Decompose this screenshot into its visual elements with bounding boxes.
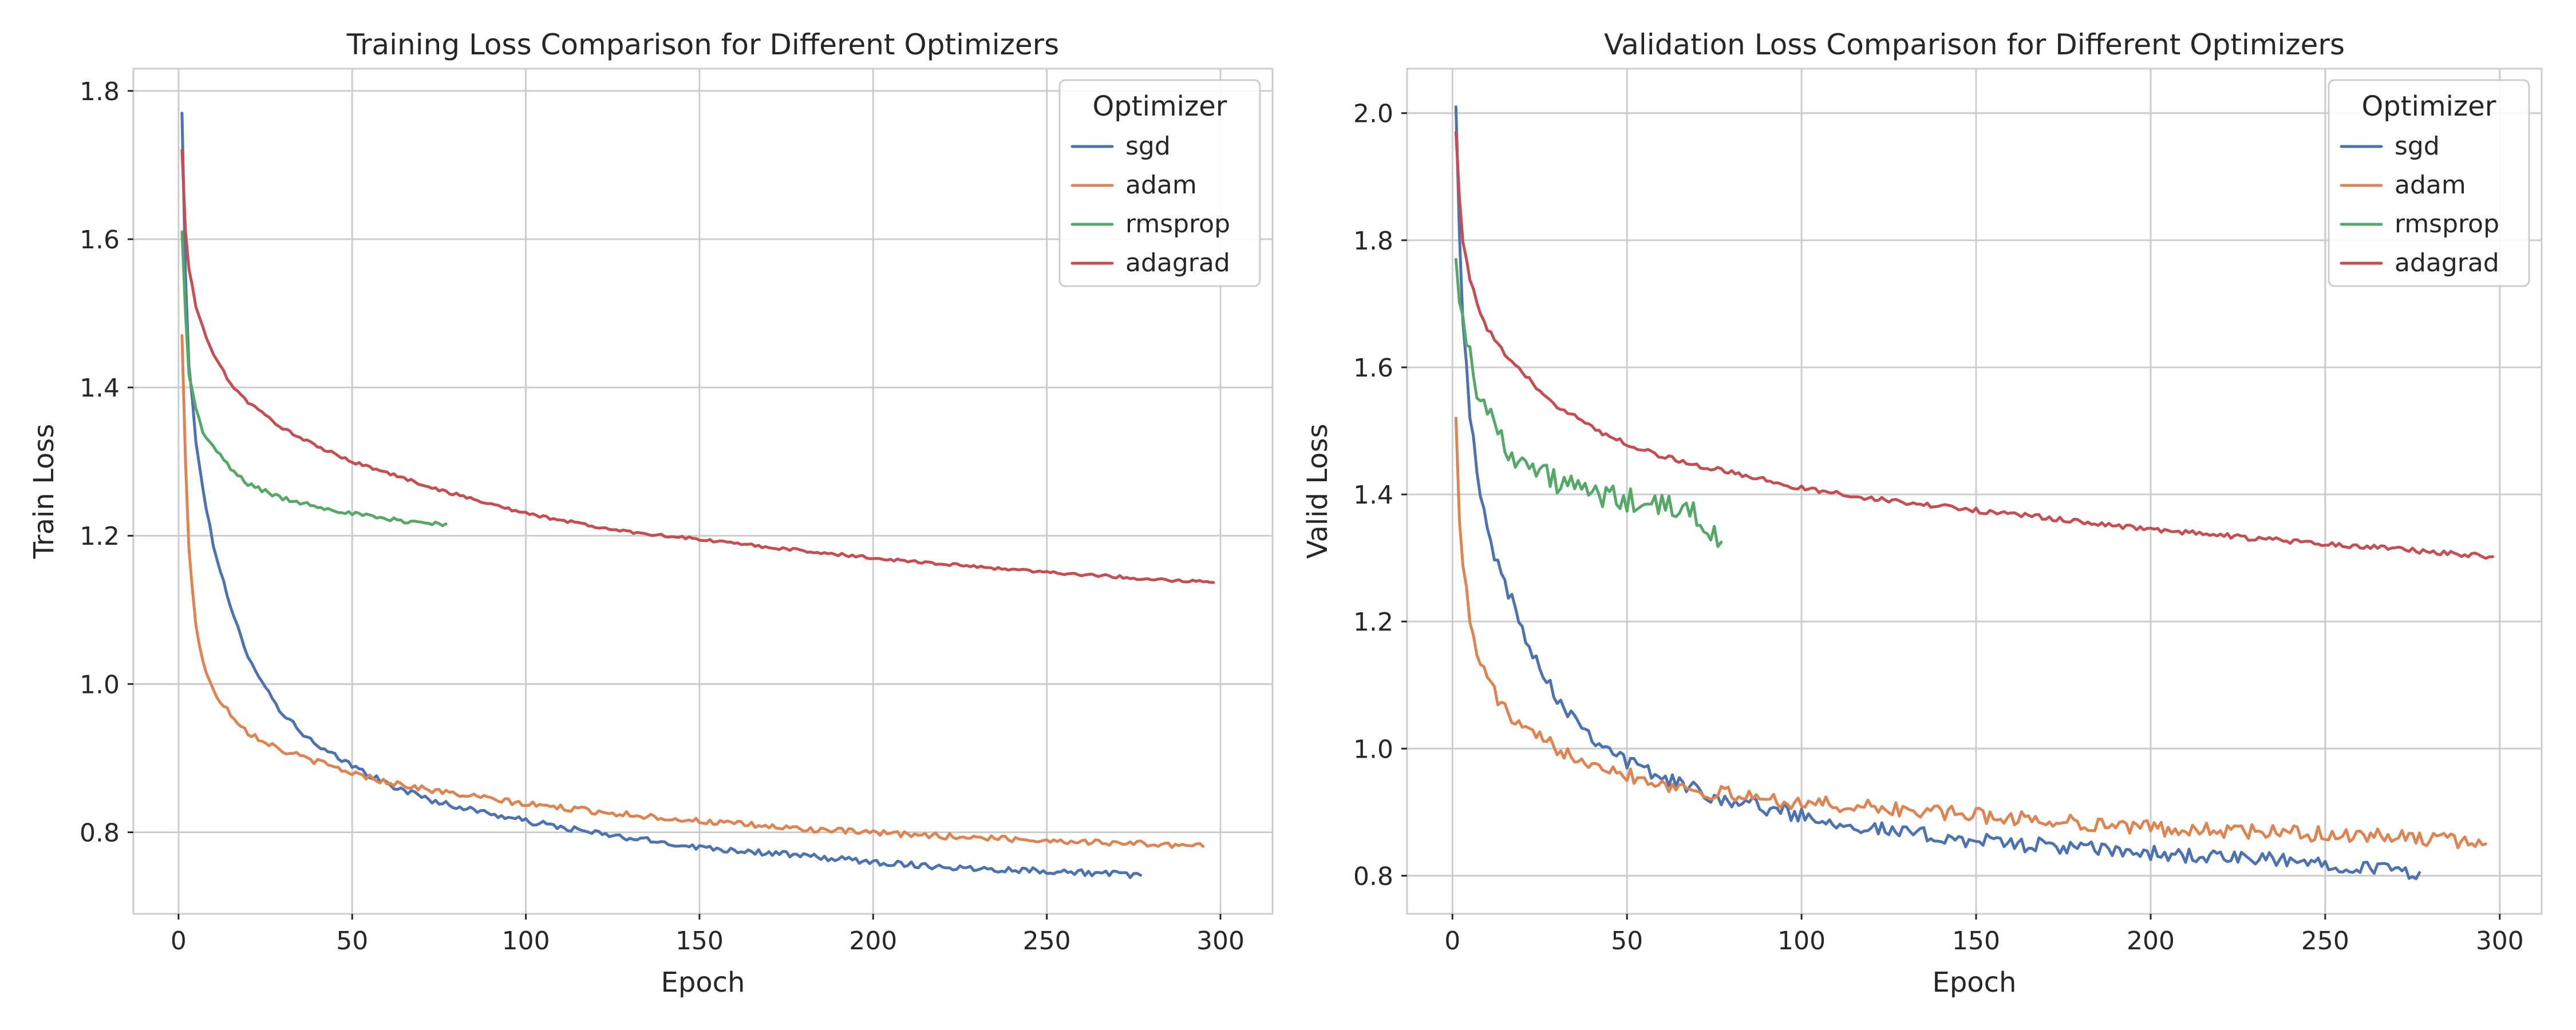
series-line-adagrad bbox=[180, 149, 1215, 584]
y-tick-label: 1.0 bbox=[80, 670, 120, 699]
x-tick-label: 150 bbox=[1952, 926, 2000, 956]
y-tick-label: 1.8 bbox=[80, 77, 120, 106]
legend-title: Optimizer bbox=[1093, 90, 1227, 122]
y-axis-label: Valid Loss bbox=[1302, 423, 1334, 558]
series-line-adam bbox=[180, 334, 1205, 849]
x-tick-label: 0 bbox=[171, 926, 187, 956]
legend-label-adam: adam bbox=[1125, 171, 1197, 200]
x-tick-label: 300 bbox=[1196, 926, 1244, 956]
y-tick-label: 1.0 bbox=[1353, 735, 1393, 764]
legend-label-rmsprop: rmsprop bbox=[2395, 209, 2499, 239]
x-axis-label: Epoch bbox=[661, 966, 745, 999]
y-axis-label: Train Loss bbox=[28, 424, 60, 560]
legend-label-sgd: sgd bbox=[2395, 132, 2440, 161]
y-tick-label: 2.0 bbox=[1353, 100, 1393, 129]
series-line-rmsprop bbox=[1454, 258, 1723, 548]
chart-title-validation-loss: Validation Loss Comparison for Different… bbox=[1604, 28, 2345, 61]
series-lines bbox=[180, 112, 1215, 880]
x-tick-label: 250 bbox=[2301, 926, 2349, 956]
legend-box bbox=[2328, 79, 2530, 287]
x-tick-label: 0 bbox=[1444, 926, 1460, 956]
legend-label-sgd: sgd bbox=[1125, 132, 1171, 161]
legend-label-adagrad: adagrad bbox=[1125, 248, 1230, 278]
x-tick-label: 300 bbox=[2476, 926, 2524, 956]
y-tick-label: 1.4 bbox=[80, 374, 120, 403]
series-line-sgd bbox=[180, 112, 1142, 880]
axes-frame bbox=[132, 68, 1274, 915]
y-tick-label: 1.6 bbox=[80, 225, 120, 255]
legend-title: Optimizer bbox=[2362, 90, 2496, 122]
legend-label-rmsprop: rmsprop bbox=[1125, 209, 1230, 239]
chart-validation-loss: 0 50 100 150 200 250 300 0.8 1.0 1.2 1.4 1.6 1.8 2.0 V… bbox=[1302, 28, 2543, 999]
chart-title-training-loss: Training Loss Comparison for Different O… bbox=[346, 28, 1059, 61]
x-tick-label: 150 bbox=[675, 926, 724, 956]
legend-label-adam: adam bbox=[2395, 171, 2466, 200]
series-line-rmsprop bbox=[180, 230, 448, 528]
series-line-sgd bbox=[1454, 105, 2421, 881]
series-line-adagrad bbox=[1454, 130, 2495, 560]
x-axis-label: Epoch bbox=[1933, 966, 2017, 999]
axes-frame bbox=[1406, 68, 2543, 915]
series-line-adam bbox=[1454, 417, 2487, 850]
x-tick-label: 200 bbox=[2127, 926, 2175, 956]
chart-training-loss: 0 50 100 150 200 250 300 0.8 1.0 1.2 1.4 1.6 1.8 Trai… bbox=[28, 28, 1274, 999]
legend: Optimizer sgd adam rmsprop adagrad bbox=[2328, 79, 2530, 287]
y-tick-label: 1.8 bbox=[1353, 227, 1393, 256]
x-tick-label: 100 bbox=[502, 926, 550, 956]
series-lines bbox=[1454, 105, 2495, 881]
x-tick-label: 200 bbox=[849, 926, 897, 956]
y-tick-label: 1.2 bbox=[1353, 608, 1393, 637]
x-tick-label: 50 bbox=[1611, 926, 1643, 956]
legend-box bbox=[1058, 79, 1261, 287]
y-tick-label: 1.4 bbox=[1353, 481, 1393, 510]
y-tick-label: 0.8 bbox=[1353, 862, 1393, 891]
x-tick-label: 250 bbox=[1023, 926, 1071, 956]
y-tick-label: 0.8 bbox=[80, 818, 120, 847]
x-tick-label: 100 bbox=[1777, 926, 1826, 956]
legend: Optimizer sgd adam rmsprop adagrad bbox=[1058, 79, 1261, 287]
y-tick-label: 1.2 bbox=[80, 522, 120, 551]
x-tick-label: 50 bbox=[336, 926, 368, 956]
legend-label-adagrad: adagrad bbox=[2395, 248, 2499, 278]
y-tick-label: 1.6 bbox=[1353, 354, 1393, 383]
